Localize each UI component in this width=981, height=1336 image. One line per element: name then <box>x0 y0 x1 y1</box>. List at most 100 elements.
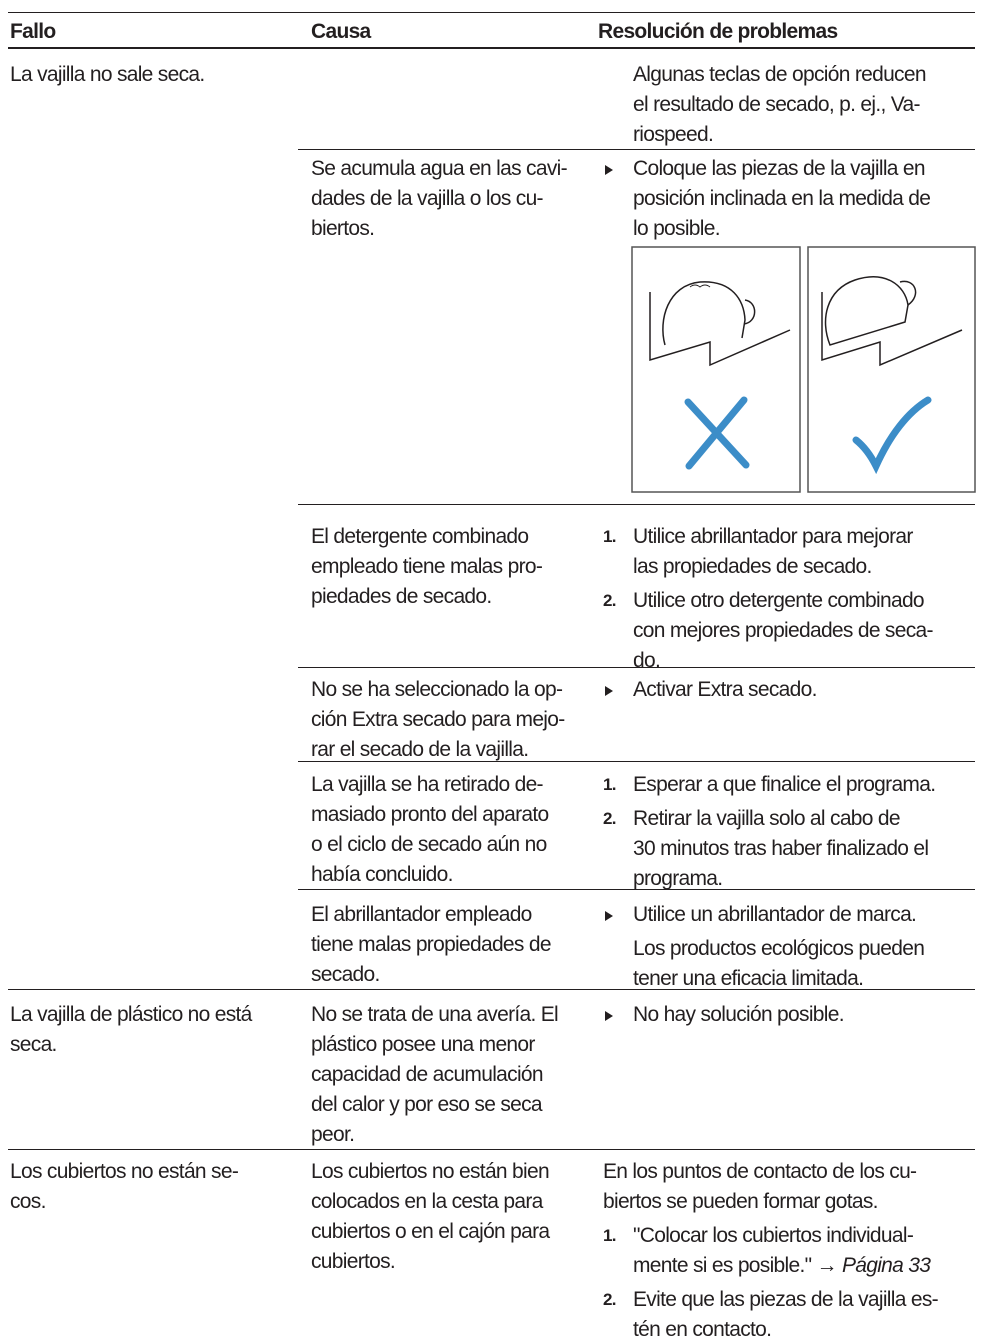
remedy-line: mente si es posible." → Página 33 <box>633 1251 938 1281</box>
remedy-item: Los productos ecológicos pueden tener una… <box>597 934 925 994</box>
step-number: 1. <box>603 775 616 794</box>
remedy-text: do. <box>633 649 661 672</box>
remedy-text: las propiedades de secado. <box>633 555 872 578</box>
step-number: 2. <box>603 591 616 610</box>
remedy-line: el resultado de secado, p. ej., Va- <box>633 90 926 120</box>
row-rule <box>298 761 975 762</box>
remedy-line: con mejores propiedades de seca- <box>633 616 933 646</box>
remedy-text: No hay solución posible. <box>633 1003 845 1026</box>
row-rule <box>298 889 975 890</box>
remedy-line: 30 minutos tras haber finalizado el <box>633 834 935 864</box>
link-arrow: → <box>816 1254 838 1277</box>
row-rule <box>8 989 975 990</box>
fault-cell: La vajilla no sale seca. <box>10 60 205 90</box>
remedy-text: Utilice un abrillantador de marca. <box>633 903 917 926</box>
header-remedy: Resolución de problemas <box>598 20 838 43</box>
remedy-text: mente si es posible." <box>633 1254 812 1277</box>
remedy-line: Coloque las piezas de la vajilla en <box>633 154 930 184</box>
remedy-line: posición inclinada en la medida de <box>633 184 931 214</box>
cause-cell: El detergente combinado empleado tiene ma… <box>311 522 543 612</box>
remedy-text: posición inclinada en la medida de <box>633 187 931 210</box>
cause-cell: No se trata de una avería. El plástico po… <box>311 1000 559 1150</box>
remedy-item: 1. Esperar a que finalice el programa. <box>597 770 936 800</box>
remedy-line: programa. <box>633 864 935 894</box>
remedy-cell: En los puntos de contacto de los cu-bier… <box>597 1157 939 1336</box>
bullet <box>605 1011 613 1021</box>
remedy-item: Activar Extra secado. <box>597 675 817 705</box>
remedy-cell: 1. Esperar a que finalice el programa. 2. R… <box>597 770 936 898</box>
cause-line: Los cubiertos no están bien <box>311 1160 550 1183</box>
cause-line: del calor y por eso se seca <box>311 1093 543 1116</box>
cause-cell: La vajilla se ha retirado de-masiado pro… <box>311 770 549 890</box>
cause-line: piedades de secado. <box>311 585 492 608</box>
row-rule <box>298 504 975 505</box>
fault-line: La vajilla no sale seca. <box>10 63 205 86</box>
header-fault: Fallo <box>10 20 56 43</box>
remedy-cell: Activar Extra secado. <box>597 675 817 709</box>
remedy-cell: Coloque las piezas de la vajilla en posic… <box>597 154 931 248</box>
remedy-line: "Colocar los cubiertos individual- <box>633 1221 938 1251</box>
remedy-text: Los productos ecológicos pueden <box>633 937 925 960</box>
step-number: 2. <box>603 1290 616 1309</box>
remedy-text: riospeed. <box>633 123 714 146</box>
remedy-text: Algunas teclas de opción reducen <box>633 63 927 86</box>
remedy-item: 2. Utilice otro detergente combinado con m… <box>597 586 933 676</box>
cause-line: dades de la vajilla o los cu- <box>311 187 544 210</box>
cause-line: No se ha seleccionado la op- <box>311 678 563 701</box>
remedy-line: las propiedades de secado. <box>633 552 933 582</box>
remedy-item: 1. Utilice abrillantador para mejorar las … <box>597 522 933 582</box>
remedy-line: Los productos ecológicos pueden <box>633 934 925 964</box>
row-rule <box>298 149 975 150</box>
remedy-text: "Colocar los cubiertos individual- <box>633 1224 914 1247</box>
remedy-text: lo posible. <box>633 217 721 240</box>
cause-line: tiene malas propiedades de <box>311 933 552 956</box>
remedy-text: Coloque las piezas de la vajilla en <box>633 157 926 180</box>
row-rule <box>8 1149 975 1150</box>
remedy-line: Esperar a que finalice el programa. <box>633 770 936 800</box>
remedy-line: do. <box>633 646 933 676</box>
cause-cell: Los cubiertos no están bien colocados en … <box>311 1157 550 1277</box>
cause-line: colocados en la cesta para <box>311 1190 543 1213</box>
remedy-cell: 1. Utilice abrillantador para mejorar las … <box>597 522 933 680</box>
remedy-text: Evite que las piezas de la vajilla es- <box>633 1288 939 1311</box>
remedy-line: Algunas teclas de opción reducen <box>633 60 927 90</box>
cause-line: cubiertos o en el cajón para <box>311 1220 550 1243</box>
remedy-cell: Utilice un abrillantador de marca. Los pr… <box>597 900 925 998</box>
page-link[interactable]: Página 33 <box>841 1254 931 1277</box>
top-rule <box>8 12 975 13</box>
cause-line: capacidad de acumulación <box>311 1063 544 1086</box>
remedy-text: con mejores propiedades de seca- <box>633 619 933 642</box>
fault-line: La vajilla de plástico no está <box>10 1003 252 1026</box>
step-number: 1. <box>603 1226 616 1245</box>
cause-line: peor. <box>311 1123 355 1146</box>
remedy-text: biertos se pueden formar gotas. <box>603 1190 879 1213</box>
remedy-text: tener una eficacia limitada. <box>633 967 864 990</box>
remedy-item: 2. Retirar la vajilla solo al cabo de 30 m… <box>597 804 935 894</box>
cause-line: ción Extra secado para mejo- <box>311 708 565 731</box>
remedy-line: Utilice un abrillantador de marca. <box>633 900 924 930</box>
remedy-line: En los puntos de contacto de los cu- <box>603 1157 938 1187</box>
remedy-line: tén en contacto. <box>633 1315 938 1336</box>
remedy-text: Activar Extra secado. <box>633 678 817 701</box>
remedy-text: el resultado de secado, p. ej., Va- <box>633 93 921 116</box>
cause-line: La vajilla se ha retirado de- <box>311 773 544 796</box>
remedy-cell: Algunas teclas de opción reducen el resul… <box>597 60 927 154</box>
remedy-text: Utilice otro detergente combinado <box>633 589 925 612</box>
fault-line: Los cubiertos no están se- <box>10 1160 239 1183</box>
cause-line: rar el secado de la vajilla. <box>311 738 529 761</box>
remedy-line: Retirar la vajilla solo al cabo de <box>633 804 935 834</box>
bullet <box>605 911 613 921</box>
cause-line: plástico posee una menor <box>311 1033 535 1056</box>
remedy-line: Utilice otro detergente combinado <box>633 586 933 616</box>
remedy-line: Evite que las piezas de la vajilla es- <box>633 1285 939 1315</box>
remedy-line: biertos se pueden formar gotas. <box>603 1187 938 1217</box>
remedy-line: Utilice abrillantador para mejorar <box>633 522 933 552</box>
remedy-text: Utilice abrillantador para mejorar <box>633 525 913 548</box>
remedy-text: Retirar la vajilla solo al cabo de <box>633 807 901 830</box>
remedy-item: Utilice un abrillantador de marca. <box>597 900 924 930</box>
cause-cell: El abrillantador empleado tiene malas pro… <box>311 900 552 990</box>
remedy-item: En los puntos de contacto de los cu-bier… <box>597 1157 938 1217</box>
fault-line: seca. <box>10 1033 57 1056</box>
